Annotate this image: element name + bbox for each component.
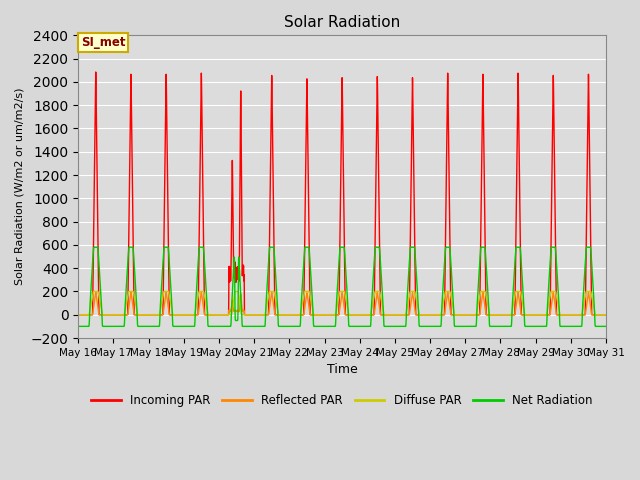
- Diffuse PAR: [323, 312, 330, 318]
- X-axis label: Time: Time: [327, 363, 358, 376]
- Reflected PAR: [460, 312, 468, 318]
- Line: Diffuse PAR: Diffuse PAR: [78, 291, 606, 315]
- Diffuse PAR: [74, 312, 82, 318]
- Net Radiation: [602, 324, 609, 329]
- Net Radiation: [431, 324, 439, 329]
- Net Radiation: [74, 324, 82, 329]
- Reflected PAR: [323, 312, 330, 318]
- Reflected PAR: [602, 312, 610, 318]
- Incoming PAR: [490, 312, 498, 318]
- Incoming PAR: [323, 312, 330, 318]
- Diffuse PAR: [490, 312, 498, 318]
- Reflected PAR: [431, 312, 439, 318]
- Incoming PAR: [460, 312, 468, 318]
- Net Radiation: [460, 324, 468, 329]
- Reflected PAR: [602, 312, 609, 318]
- Diffuse PAR: [431, 312, 439, 318]
- Legend: Incoming PAR, Reflected PAR, Diffuse PAR, Net Radiation: Incoming PAR, Reflected PAR, Diffuse PAR…: [86, 389, 598, 412]
- Net Radiation: [323, 324, 330, 329]
- Line: Net Radiation: Net Radiation: [78, 247, 606, 326]
- Incoming PAR: [169, 312, 177, 318]
- Net Radiation: [169, 324, 177, 329]
- Net Radiation: [602, 324, 610, 329]
- Reflected PAR: [92, 289, 100, 295]
- Diffuse PAR: [169, 312, 177, 318]
- Incoming PAR: [74, 312, 82, 318]
- Incoming PAR: [92, 69, 100, 75]
- Diffuse PAR: [602, 312, 610, 318]
- Net Radiation: [490, 324, 498, 329]
- Incoming PAR: [431, 312, 439, 318]
- Y-axis label: Solar Radiation (W/m2 or um/m2/s): Solar Radiation (W/m2 or um/m2/s): [15, 88, 25, 286]
- Diffuse PAR: [90, 288, 98, 294]
- Line: Incoming PAR: Incoming PAR: [78, 72, 606, 315]
- Reflected PAR: [490, 312, 498, 318]
- Diffuse PAR: [460, 312, 468, 318]
- Reflected PAR: [169, 312, 177, 318]
- Title: Solar Radiation: Solar Radiation: [284, 15, 400, 30]
- Incoming PAR: [602, 312, 610, 318]
- Line: Reflected PAR: Reflected PAR: [78, 292, 606, 315]
- Net Radiation: [91, 244, 99, 250]
- Reflected PAR: [74, 312, 82, 318]
- Text: SI_met: SI_met: [81, 36, 125, 49]
- Diffuse PAR: [602, 312, 609, 318]
- Incoming PAR: [602, 312, 609, 318]
